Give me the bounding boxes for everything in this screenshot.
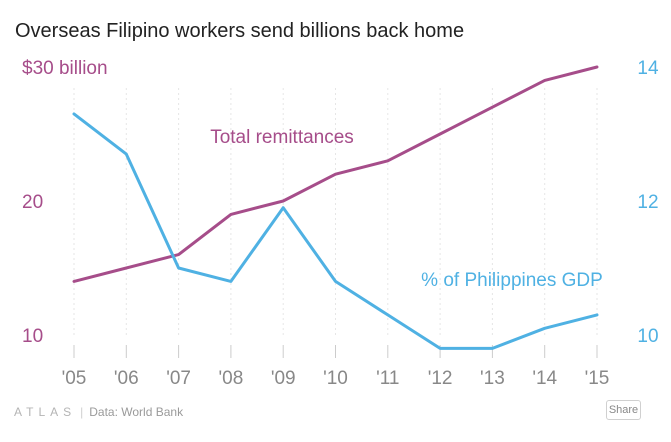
left-y-tick-label: 10 (22, 326, 43, 347)
source-note: Data: World Bank (89, 405, 184, 419)
right-y-tick-label: 10 (637, 326, 658, 347)
x-tick-label: '05 (62, 368, 87, 389)
left-y-tick-label: 20 (22, 192, 43, 213)
atlas-logo[interactable]: ATLAS (14, 405, 77, 419)
x-axis: '05 '06 '07 '08 '09 '10 '11 '12 '13 '14 '15 (62, 345, 610, 389)
gdp-share-line (72, 112, 599, 350)
left-y-tick-label: $30 billion (22, 58, 108, 79)
x-tick-label: '15 (585, 368, 610, 389)
remittances-series-label: Total remittances (210, 127, 354, 148)
x-tick-label: '13 (480, 368, 505, 389)
series-labels: Total remittances % of Philippines GDP (210, 127, 603, 291)
right-y-axis: 10 12 14 (637, 58, 659, 347)
x-tick-label: '12 (428, 368, 453, 389)
gdp-share-series-label: % of Philippines GDP (421, 270, 603, 291)
share-button[interactable]: Share (606, 400, 641, 420)
x-tick-label: '10 (323, 368, 348, 389)
x-tick-label: '14 (532, 368, 557, 389)
x-tick-label: '07 (166, 368, 191, 389)
left-y-axis: 10 20 $30 billion (22, 58, 108, 347)
grid-lines (73, 88, 598, 335)
right-y-tick-label: 14 (637, 58, 659, 79)
footer-separator: | (80, 405, 84, 419)
x-tick-label: '06 (114, 368, 139, 389)
x-tick-label: '09 (271, 368, 296, 389)
chart-title: Overseas Filipino workers send billions … (15, 20, 465, 42)
x-tick-label: '11 (376, 368, 399, 389)
line-chart: 10 20 $30 billion 10 12 14 '05 '06 '07 '08 '09 '1… (22, 58, 659, 389)
x-tick-label: '08 (219, 368, 244, 389)
right-y-tick-label: 12 (637, 192, 658, 213)
remittances-line (72, 65, 599, 283)
series-lines (72, 65, 599, 350)
footer: ATLAS | Data: World Bank (14, 404, 183, 420)
